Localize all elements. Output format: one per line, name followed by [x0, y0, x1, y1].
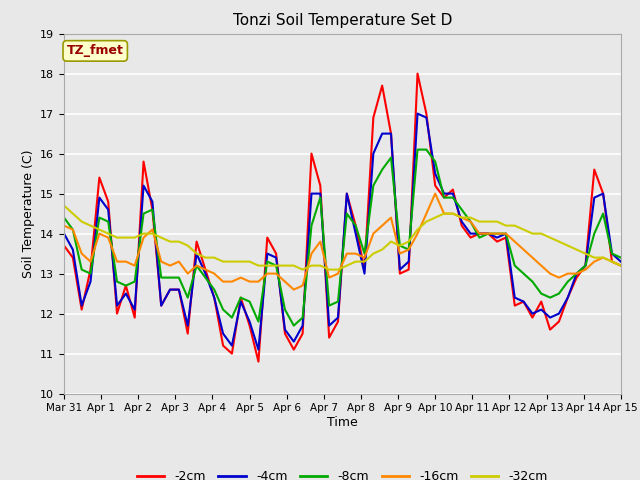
- -32cm: [343, 263, 351, 268]
- -32cm: [131, 235, 138, 240]
- -32cm: [60, 203, 68, 208]
- -2cm: [431, 183, 439, 189]
- -2cm: [299, 331, 307, 336]
- -32cm: [299, 267, 307, 273]
- -2cm: [413, 71, 421, 76]
- -2cm: [131, 315, 138, 321]
- -4cm: [413, 111, 421, 117]
- -8cm: [60, 215, 68, 220]
- -2cm: [617, 263, 625, 268]
- -4cm: [440, 191, 448, 196]
- -2cm: [60, 243, 68, 249]
- -2cm: [378, 83, 386, 88]
- Line: -2cm: -2cm: [64, 73, 621, 361]
- -16cm: [60, 223, 68, 228]
- -4cm: [431, 171, 439, 177]
- -16cm: [290, 287, 298, 292]
- Text: TZ_fmet: TZ_fmet: [67, 44, 124, 58]
- -32cm: [378, 247, 386, 252]
- Line: -4cm: -4cm: [64, 114, 621, 349]
- Line: -8cm: -8cm: [64, 150, 621, 325]
- -4cm: [60, 231, 68, 237]
- -16cm: [422, 211, 430, 216]
- -4cm: [617, 259, 625, 264]
- -8cm: [413, 147, 421, 153]
- Title: Tonzi Soil Temperature Set D: Tonzi Soil Temperature Set D: [233, 13, 452, 28]
- Legend: -2cm, -4cm, -8cm, -16cm, -32cm: -2cm, -4cm, -8cm, -16cm, -32cm: [132, 465, 553, 480]
- -4cm: [255, 347, 262, 352]
- -8cm: [431, 159, 439, 165]
- -8cm: [343, 211, 351, 216]
- X-axis label: Time: Time: [327, 416, 358, 429]
- Line: -16cm: -16cm: [64, 193, 621, 289]
- -8cm: [378, 167, 386, 172]
- -4cm: [299, 323, 307, 328]
- -32cm: [617, 263, 625, 268]
- -8cm: [299, 315, 307, 321]
- -16cm: [617, 263, 625, 268]
- Line: -32cm: -32cm: [64, 205, 621, 270]
- -4cm: [343, 191, 351, 196]
- -2cm: [343, 191, 351, 196]
- -16cm: [343, 251, 351, 256]
- -16cm: [440, 211, 448, 216]
- -4cm: [378, 131, 386, 136]
- -32cm: [290, 263, 298, 268]
- -32cm: [422, 219, 430, 225]
- -16cm: [431, 191, 439, 196]
- -2cm: [440, 195, 448, 201]
- -16cm: [378, 223, 386, 228]
- -8cm: [440, 195, 448, 201]
- -16cm: [131, 263, 138, 268]
- -8cm: [290, 323, 298, 328]
- -32cm: [431, 215, 439, 220]
- -8cm: [617, 255, 625, 261]
- -4cm: [131, 307, 138, 312]
- -16cm: [299, 283, 307, 288]
- Y-axis label: Soil Temperature (C): Soil Temperature (C): [22, 149, 35, 278]
- -2cm: [255, 359, 262, 364]
- -8cm: [131, 279, 138, 285]
